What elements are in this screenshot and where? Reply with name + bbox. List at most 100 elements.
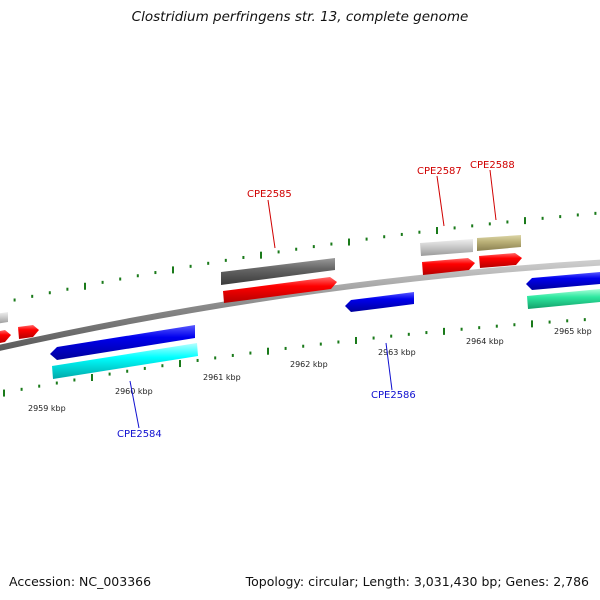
tick-mark: [390, 334, 393, 338]
tick-mark: [126, 369, 129, 373]
tick-mark: [566, 319, 569, 323]
tick-mark: [214, 356, 217, 360]
gene-arrow-blue-right[interactable]: [526, 272, 600, 290]
tick-mark: [31, 294, 34, 298]
tick-mark: [319, 342, 322, 346]
map-title: Clostridium perfringens str. 13, complet…: [131, 9, 469, 25]
leader-cpe2586: [385, 342, 393, 391]
tick-mark: [48, 291, 51, 295]
tick-mark: [513, 323, 516, 327]
gene-arrow-olive[interactable]: [477, 235, 521, 251]
tick-mark: [189, 264, 192, 268]
tick-mark: [249, 351, 252, 355]
gene-arrow-lightgray[interactable]: [420, 239, 473, 256]
tick-mark: [594, 211, 597, 215]
gene-label-cpe2587: CPE2587: [417, 166, 462, 177]
gene-label-leaders: [129, 169, 497, 429]
tick-mark: [583, 318, 586, 322]
tick-mark: [372, 336, 375, 340]
gene-arrow-cyan[interactable]: [52, 343, 198, 379]
tick-mark: [478, 326, 481, 330]
scale-label-2959: 2959 kbp: [28, 404, 66, 413]
tick-mark: [425, 331, 428, 335]
gene-arrow-red-cpe2587[interactable]: [422, 258, 475, 275]
tick-mark: [418, 230, 421, 234]
leader-cpe2584: [129, 380, 140, 429]
tick-mark: [242, 255, 245, 259]
tick-mark: [277, 250, 280, 254]
tick-mark: [3, 389, 5, 397]
tick-mark: [66, 287, 69, 291]
tick-mark: [383, 235, 386, 239]
tick-mark: [84, 282, 86, 290]
tick-mark: [224, 258, 227, 262]
scale-label-2963: 2963 kbp: [378, 348, 416, 357]
tick-track-inner: [3, 318, 586, 397]
tick-mark: [108, 372, 111, 376]
tick-mark: [20, 387, 23, 391]
tick-mark: [495, 324, 498, 328]
genome-backbone: [0, 259, 600, 351]
topology-text: Topology: circular; Length: 3,031,430 bp…: [245, 574, 589, 589]
gene-arrow-blue-cpe2584[interactable]: [50, 325, 195, 360]
gene-arrow-red-cpe2585[interactable]: [223, 277, 337, 303]
tick-mark: [91, 374, 93, 382]
tick-mark: [488, 222, 491, 226]
tick-mark: [179, 360, 181, 368]
tick-mark: [13, 298, 16, 302]
tick-mark: [355, 336, 357, 344]
tick-track-outer: [13, 211, 597, 302]
tick-mark: [453, 226, 456, 230]
scale-label-2964: 2964 kbp: [466, 337, 504, 346]
tick-mark: [295, 247, 298, 251]
leader-cpe2585: [267, 199, 276, 249]
tick-mark: [119, 277, 122, 281]
tick-mark: [548, 320, 551, 324]
tick-mark: [55, 381, 58, 385]
tick-mark: [284, 346, 287, 350]
scale-label-2962: 2962 kbp: [290, 360, 328, 369]
tick-mark: [101, 280, 104, 284]
tick-mark: [471, 224, 474, 228]
tick-mark: [207, 261, 210, 265]
tick-mark: [38, 384, 41, 388]
tick-mark: [531, 320, 533, 328]
tick-mark: [460, 327, 463, 331]
scale-label-2965: 2965 kbp: [554, 327, 592, 336]
gene-arrow-red-cpe2588[interactable]: [479, 253, 522, 268]
gene-arrow-darkgray[interactable]: [221, 258, 335, 285]
tick-mark: [506, 220, 509, 224]
tick-mark: [348, 238, 350, 246]
tick-mark: [312, 245, 315, 249]
gene-arrow-green[interactable]: [527, 289, 600, 309]
tick-mark: [337, 340, 340, 344]
gene-label-cpe2588: CPE2588: [470, 160, 515, 171]
leader-cpe2588: [489, 169, 497, 221]
tick-mark: [365, 237, 368, 241]
gene-labels: CPE2584 CPE2585 CPE2586 CPE2587 CPE2588: [117, 160, 515, 440]
tick-mark: [576, 213, 579, 217]
tick-mark: [524, 217, 526, 225]
tick-mark: [260, 251, 262, 259]
tick-mark: [154, 271, 157, 275]
tick-mark: [302, 344, 305, 348]
scale-labels: 2959 kbp 2960 kbp 2961 kbp 2962 kbp 2963…: [28, 327, 592, 413]
tick-mark: [436, 227, 438, 235]
tick-mark: [143, 366, 146, 370]
tick-mark: [136, 274, 139, 278]
tick-mark: [73, 378, 76, 382]
tick-mark: [231, 353, 234, 357]
tick-mark: [400, 232, 403, 236]
gene-arrow-blue-cpe2586[interactable]: [345, 292, 414, 312]
gene-arrow-red-left-2[interactable]: [18, 325, 39, 339]
tick-mark: [541, 216, 544, 220]
gene-label-cpe2586: CPE2586: [371, 390, 416, 401]
tick-mark: [407, 332, 410, 336]
tick-mark: [559, 215, 562, 219]
scale-label-2961: 2961 kbp: [203, 373, 241, 382]
gene-arrow-lightgray-left[interactable]: [0, 312, 8, 324]
gene-arrow-red-left-1[interactable]: [0, 330, 11, 344]
scale-label-2960: 2960 kbp: [115, 387, 153, 396]
gene-label-cpe2584: CPE2584: [117, 429, 162, 440]
